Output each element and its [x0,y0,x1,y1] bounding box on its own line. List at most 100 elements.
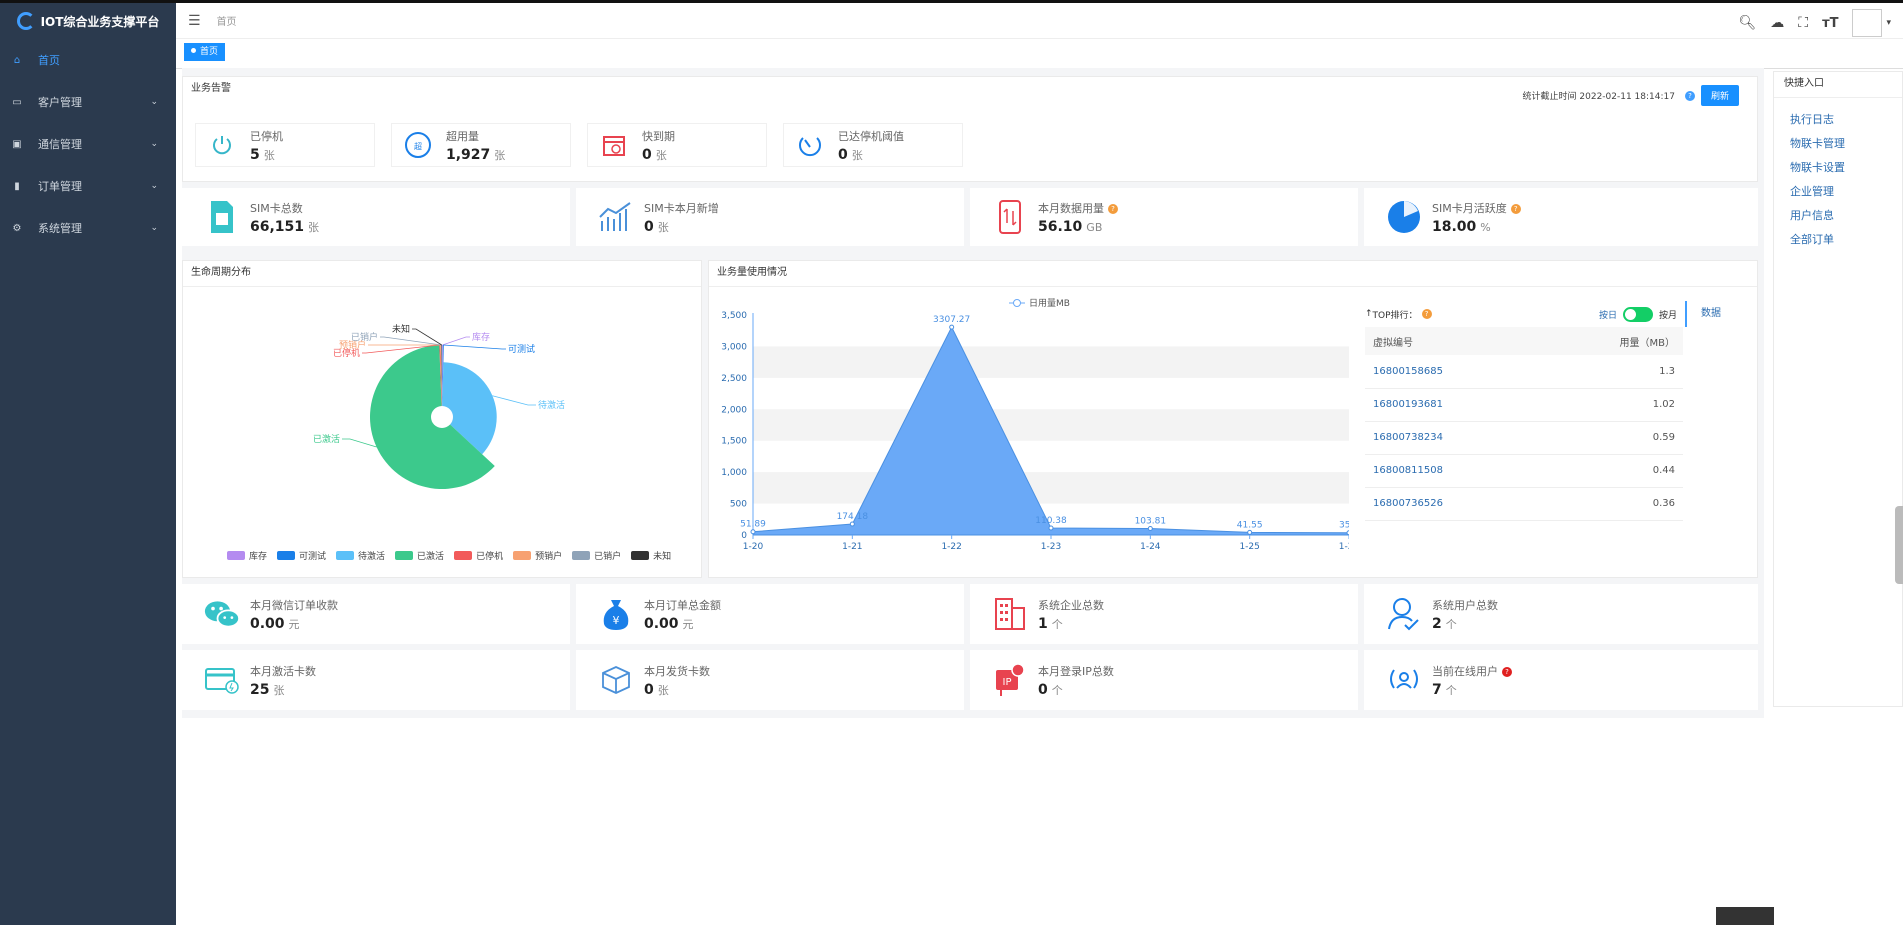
grid-band [753,409,1349,441]
cloud-download-icon[interactable]: ☁ [1770,15,1785,31]
pie-slice[interactable] [442,345,443,417]
legend-item[interactable]: 已激活 [395,549,444,562]
pie-slice[interactable] [441,345,442,417]
sidebar-item-label: 客户管理 [38,96,82,109]
alert-threshold[interactable]: 已达停机阈值 0 张 [783,123,963,167]
data-label: 41.55 [1237,520,1263,530]
toggle-day-label[interactable]: 按日 [1598,310,1617,321]
stat-wechat-orders[interactable]: 本月微信订单收款 0.00 元 [182,584,570,644]
x-tick-label: 1-22 [941,542,961,552]
stat-login-ip[interactable]: IP 本月登录IP总数 0 个 [970,650,1358,710]
chart-legend[interactable]: 日用量MB [1029,298,1070,309]
data-point[interactable] [849,521,855,527]
data-point[interactable] [1048,525,1054,531]
alert-stopped[interactable]: 已停机 5 张 [195,123,375,167]
font-size-icon[interactable]: тT [1822,15,1839,31]
day-month-toggle[interactable] [1622,306,1653,322]
pie-label-line [492,395,536,406]
help-icon[interactable]: ? [1510,203,1521,214]
sidebar-item-label: 订单管理 [38,180,82,193]
pie-slice[interactable] [442,345,444,417]
ranking-table: 虚拟编号 用量（MB） 16800158685 1.3 16800193681 1.02… [1365,327,1683,521]
legend-item[interactable]: 预销户 [513,549,562,562]
summary-sim-total[interactable]: SIM卡总数 66,151 张 [182,188,570,246]
sidebar-item-home[interactable]: ⌂ 首页 [0,39,176,81]
stat-shipped-cards[interactable]: 本月发货卡数 0 张 [576,650,964,710]
table-row[interactable]: 16800736526 0.36 [1365,487,1683,521]
data-point[interactable] [750,529,756,535]
table-row[interactable]: 16800158685 1.3 [1365,355,1683,389]
alert-expiring[interactable]: 快到期 0 张 [587,123,767,167]
legend-item[interactable]: 可测试 [277,549,326,562]
help-icon[interactable]: ? [1684,90,1695,101]
sidebar-item-system[interactable]: ⚙ 系统管理 ⌄ [0,207,176,249]
table-row[interactable]: 16800738234 0.59 [1365,421,1683,455]
y-tick-label: 2,000 [721,405,747,415]
help-icon[interactable]: ? [1108,203,1118,214]
sidebar-item-communication[interactable]: ▣ 通信管理 ⌄ [0,123,176,165]
pie-slice[interactable] [442,362,497,455]
pie-slice[interactable] [440,345,442,417]
data-point[interactable] [949,324,955,330]
phone-data-icon [992,199,1028,235]
virtual-id-cell[interactable]: 16800193681 [1365,388,1531,422]
legend-item[interactable]: 待激活 [336,549,385,562]
fullscreen-icon[interactable]: ⛶ [1798,15,1809,31]
virtual-id-cell[interactable]: 16800158685 [1365,355,1531,389]
tag-label: 首页 [200,47,219,57]
stat-online-users[interactable]: 当前在线用户? 7 个 [1364,650,1758,710]
sidebar: IOT综合业务支撑平台 ⌂ 首页 ▭ 客户管理 ⌄ ▣ 通信管理 ⌄ ▮ 订单管理 ⌄ ⚙ 系统… [0,3,176,925]
virtual-id-cell[interactable]: 16800811508 [1365,454,1531,488]
quick-link-card-settings[interactable]: 物联卡设置 [1790,161,1845,174]
stat-order-amount[interactable]: ¥ 本月订单总金额 0.00 元 [576,584,964,644]
data-point[interactable] [1247,529,1253,535]
money-bag-icon: ¥ [598,596,634,632]
top-header: ☰ 首页 🔍︎ ☁ ⛶ тT ▾ [176,3,1903,39]
stat-user-count[interactable]: 系统用户总数 2 个 [1364,584,1758,644]
breadcrumb[interactable]: 首页 [216,17,237,28]
legend-item[interactable]: 已销户 [572,549,621,562]
floating-widget[interactable] [1716,907,1774,925]
pie-slice[interactable] [439,345,442,417]
stat-activated-cards[interactable]: 本月激活卡数 25 张 [182,650,570,710]
pie-label-line [362,344,440,354]
stat-unit: 个 [1051,617,1063,631]
quick-link-user-info[interactable]: 用户信息 [1790,209,1834,222]
sidebar-item-customers[interactable]: ▭ 客户管理 ⌄ [0,81,176,123]
tab-data[interactable]: 数据 [1685,301,1757,327]
quick-link-logs[interactable]: 执行日志 [1790,113,1834,126]
virtual-id-cell[interactable]: 16800738234 [1365,421,1531,455]
legend-swatch [631,551,650,560]
help-icon[interactable]: ? [1421,309,1432,319]
table-row[interactable]: 16800193681 1.02 [1365,388,1683,422]
sidebar-item-orders[interactable]: ▮ 订单管理 ⌄ [0,165,176,207]
legend-item[interactable]: 未知 [631,549,671,562]
chevron-down-icon[interactable]: ▾ [1886,18,1891,28]
legend-item[interactable]: 已停机 [454,549,503,562]
summary-data-usage[interactable]: 本月数据用量? 56.10 GB [970,188,1358,246]
tag-home[interactable]: 首页 [184,43,226,61]
quick-link-enterprise[interactable]: 企业管理 [1790,185,1834,198]
quick-link-all-orders[interactable]: 全部订单 [1790,233,1834,246]
data-point[interactable] [1346,530,1349,536]
table-row[interactable]: 16800811508 0.44 [1365,454,1683,488]
virtual-id-cell[interactable]: 16800736526 [1365,487,1531,521]
help-icon[interactable]: ? [1502,666,1512,677]
alert-unit: 张 [494,148,506,162]
summary-sim-new[interactable]: SIM卡本月新增 0 张 [576,188,964,246]
alert-overuse[interactable]: 超 超用量 1,927 张 [391,123,571,167]
refresh-button[interactable]: 刷新 [1700,85,1739,106]
app-logo[interactable]: IOT综合业务支撑平台 [0,3,176,39]
quick-link-iot-cards[interactable]: 物联卡管理 [1790,137,1845,150]
data-point[interactable] [1147,525,1153,531]
summary-activity[interactable]: SIM卡月活跃度? 18.00% [1364,188,1758,246]
avatar[interactable] [1852,9,1883,37]
search-icon[interactable]: 🔍︎ [1738,15,1757,31]
summary-label: SIM卡本月新增 [644,201,719,215]
legend-item[interactable]: 库存 [227,549,267,562]
menu-toggle-icon[interactable]: ☰ [188,12,201,29]
side-drawer-handle[interactable] [1895,506,1903,584]
stat-enterprise-count[interactable]: 系统企业总数 1 个 [970,584,1358,644]
toggle-month-label[interactable]: 按月 [1658,310,1677,321]
